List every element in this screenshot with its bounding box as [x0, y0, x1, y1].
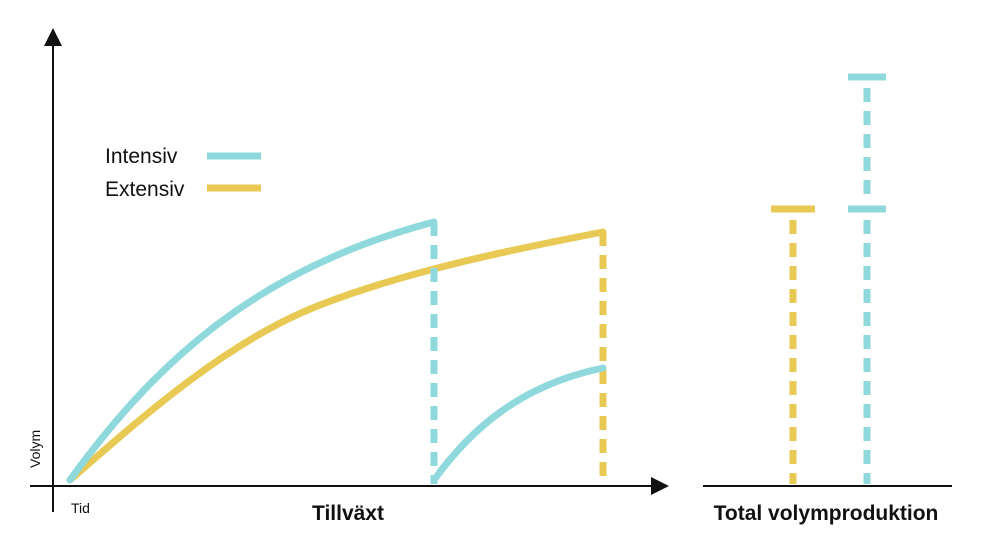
legend-label-intensive: Intensiv: [105, 145, 178, 168]
intensive-regrowth-curve: [430, 364, 607, 484]
y-axis-label: Volym: [27, 430, 43, 468]
legend: Intensiv Extensiv: [105, 145, 261, 201]
origin-label: Tid: [71, 500, 90, 516]
y-axis-arrow: [44, 28, 62, 46]
legend-label-extensive: Extensiv: [105, 178, 185, 201]
growth-title: Tillväxt: [312, 502, 384, 525]
total-title: Total volymproduktion: [714, 502, 939, 525]
x-axis-arrow: [651, 477, 669, 495]
extensive-growth-curve: [66, 228, 607, 484]
intensive-growth-curve: [66, 218, 438, 484]
